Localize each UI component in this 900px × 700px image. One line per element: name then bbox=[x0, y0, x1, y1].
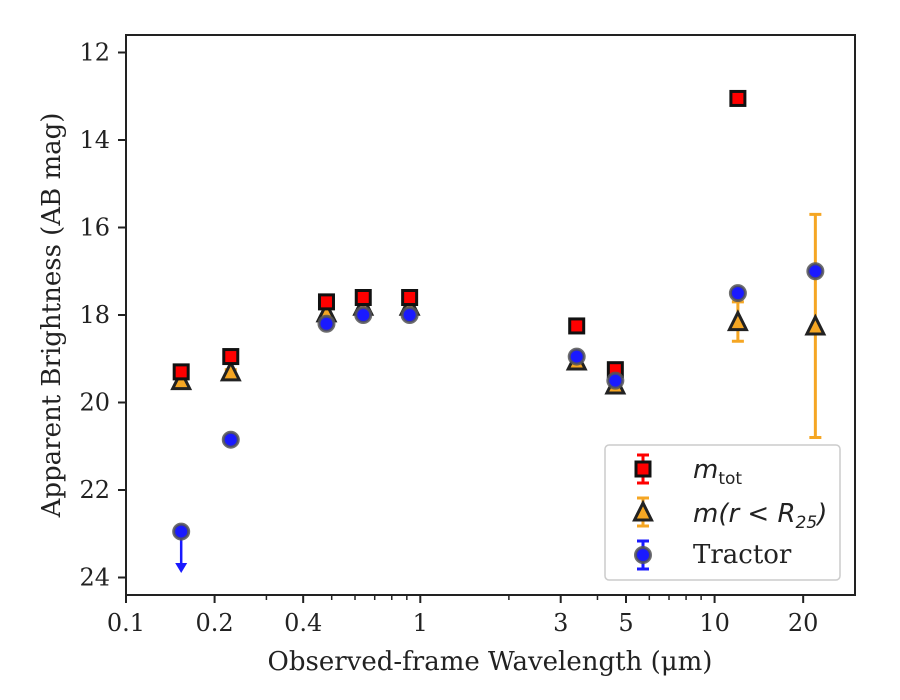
data-point-m-tot bbox=[401, 289, 419, 306]
marker-circle bbox=[317, 314, 336, 333]
x-tick-label: 10 bbox=[699, 609, 730, 637]
marker-triangle bbox=[219, 359, 242, 382]
data-point-tractor bbox=[221, 430, 240, 449]
marker-circle bbox=[806, 262, 825, 281]
marker-triangle bbox=[804, 313, 827, 336]
x-tick-label: 0.2 bbox=[196, 609, 234, 637]
data-point-m-tot bbox=[222, 348, 240, 366]
data-point-tractor bbox=[317, 314, 336, 333]
y-tick-label: 12 bbox=[79, 39, 110, 67]
plot-frame bbox=[125, 34, 856, 596]
marker-circle bbox=[567, 347, 586, 366]
x-axis-title: Observed-frame Wavelength (μm) bbox=[268, 647, 713, 677]
data-point-tractor bbox=[728, 284, 747, 303]
legend-label-m-r25: m(r < R25) bbox=[693, 499, 827, 533]
y-tick-label: 18 bbox=[79, 301, 110, 329]
marker-circle bbox=[400, 306, 419, 324]
marker-square bbox=[568, 317, 586, 335]
marker-square bbox=[354, 289, 372, 306]
legend-marker-square bbox=[634, 460, 652, 478]
marker-triangle bbox=[726, 309, 749, 332]
marker-circle bbox=[172, 522, 191, 541]
x-tick-label: 3 bbox=[553, 609, 568, 637]
data-point-m-tot bbox=[354, 289, 372, 306]
x-tick-label: 20 bbox=[788, 609, 819, 637]
marker-circle bbox=[221, 430, 240, 449]
x-tick-label: 0.4 bbox=[284, 609, 322, 637]
legend: mtot m(r < R25) Tractor bbox=[604, 444, 841, 581]
y-tick-label: 14 bbox=[79, 126, 110, 154]
x-tick-label: 5 bbox=[618, 609, 633, 637]
y-axis-ticks: 12 14 16 18 20 22 24 bbox=[79, 39, 126, 592]
marker-circle bbox=[606, 371, 625, 390]
data-point-tractor bbox=[806, 262, 825, 281]
legend-label-m-tot: mtot bbox=[693, 455, 742, 489]
data-point-tractor bbox=[606, 371, 625, 390]
marker-square bbox=[317, 293, 335, 311]
legend-marker-m-tot bbox=[634, 453, 652, 485]
legend-marker-circle bbox=[634, 546, 652, 564]
x-axis-ticks: 0.1 0.2 0.4 1 3 5 10 20 bbox=[107, 595, 819, 637]
marker-circle bbox=[354, 306, 373, 324]
data-point-tractor bbox=[354, 306, 373, 324]
legend-marker-tractor bbox=[634, 539, 652, 571]
data-point-m-r25 bbox=[804, 212, 827, 439]
legend-box bbox=[604, 444, 841, 581]
legend-label-tractor: Tractor bbox=[693, 540, 792, 570]
data-point-m-tot bbox=[172, 363, 190, 381]
y-tick-label: 20 bbox=[79, 389, 110, 417]
legend-marker-m-r25 bbox=[632, 496, 654, 528]
y-axis-title: Apparent Brightness (AB mag) bbox=[37, 113, 67, 519]
data-point-m-r25 bbox=[219, 359, 242, 382]
data-marks bbox=[170, 89, 827, 573]
data-point-m-tot bbox=[729, 89, 747, 107]
y-tick-label: 22 bbox=[79, 476, 110, 504]
x-tick-label: 1 bbox=[413, 609, 428, 637]
marker-square bbox=[729, 89, 747, 107]
marker-square bbox=[401, 289, 419, 306]
marker-square bbox=[222, 348, 240, 366]
data-point-m-tot bbox=[568, 317, 586, 335]
upper-limit-arrowhead bbox=[175, 562, 188, 573]
marker-square bbox=[172, 363, 190, 381]
data-point-m-tot bbox=[317, 293, 335, 311]
y-tick-label: 16 bbox=[79, 214, 110, 242]
data-point-tractor bbox=[172, 522, 191, 573]
x-tick-label: 0.1 bbox=[107, 609, 145, 637]
legend-marker-triangle bbox=[632, 499, 654, 522]
data-point-m-r25 bbox=[726, 300, 749, 343]
marker-circle bbox=[728, 284, 747, 303]
y-tick-label: 24 bbox=[79, 564, 110, 592]
data-point-tractor bbox=[400, 306, 419, 324]
data-point-tractor bbox=[567, 347, 586, 366]
